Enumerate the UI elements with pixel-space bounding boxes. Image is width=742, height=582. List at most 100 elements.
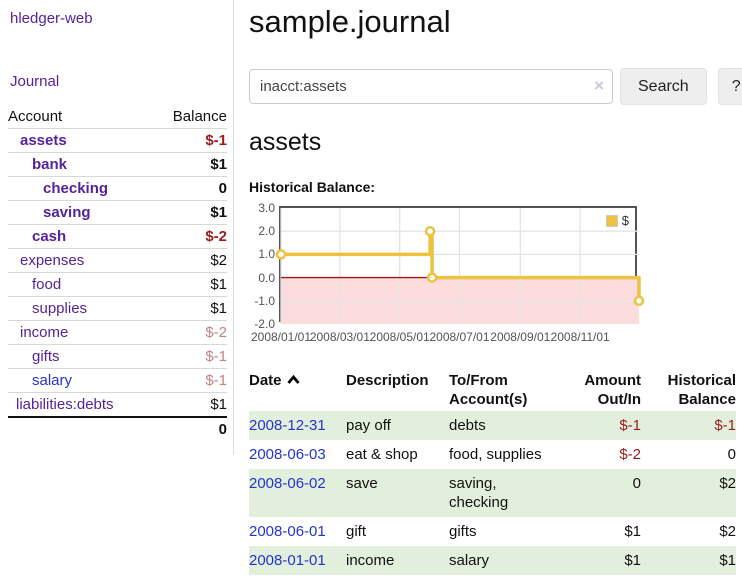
account-row-cash: cash $-2 bbox=[8, 224, 227, 249]
account-balance: 0 bbox=[218, 180, 227, 197]
transaction-date-link[interactable]: 2008-06-01 bbox=[249, 523, 326, 540]
register-header-balance-line1: Historical bbox=[667, 372, 736, 389]
balance-chart: 3.0 2.0 1.0 0.0 -1.0 -2.0 $ 2008/01/01 2008/03… bbox=[249, 202, 742, 350]
transaction-accounts: debts bbox=[449, 417, 486, 434]
search-button[interactable]: Search bbox=[620, 68, 707, 105]
account-link-bank[interactable]: bank bbox=[32, 156, 68, 173]
chart-legend: $ bbox=[603, 212, 631, 229]
y-tick-label: -1.0 bbox=[254, 293, 275, 308]
account-link-saving[interactable]: saving bbox=[43, 204, 91, 221]
register-header-row: Date Description To/From Account(s) Amou… bbox=[249, 369, 736, 411]
accounts-total-row: 0 bbox=[8, 417, 227, 441]
account-row-expenses: expenses $2 bbox=[8, 248, 227, 273]
account-row-bank: bank $1 bbox=[8, 152, 227, 177]
account-row-supplies: supplies $1 bbox=[8, 296, 227, 321]
transaction-description: save bbox=[346, 475, 378, 492]
transaction-balance: $2 bbox=[719, 523, 736, 540]
account-balance: $-1 bbox=[205, 132, 227, 149]
y-tick-label: 3.0 bbox=[258, 201, 275, 215]
register-header-accounts-line2: Account(s) bbox=[449, 391, 528, 408]
account-link-assets[interactable]: assets bbox=[20, 132, 67, 149]
account-link-salary[interactable]: salary bbox=[32, 372, 73, 389]
transaction-row: 2008-06-01 gift gifts $1 $2 bbox=[249, 517, 736, 546]
transaction-amount: $-1 bbox=[619, 417, 641, 434]
x-tick-label: 2008/07/01 bbox=[429, 330, 490, 344]
transaction-date-link[interactable]: 2008-12-31 bbox=[249, 417, 326, 434]
y-tick-label: 2.0 bbox=[258, 224, 275, 239]
account-link-gifts[interactable]: gifts bbox=[32, 348, 60, 365]
transaction-accounts: food, supplies bbox=[449, 446, 542, 463]
account-link-expenses[interactable]: expenses bbox=[20, 252, 85, 269]
transaction-date-link[interactable]: 2008-06-02 bbox=[249, 475, 326, 492]
account-heading: assets bbox=[249, 128, 322, 156]
y-tick-label: 0.0 bbox=[258, 270, 275, 285]
account-balance: $1 bbox=[210, 204, 227, 221]
register-header-date-label: Date bbox=[249, 372, 282, 389]
x-tick-label: 2008/01/01 bbox=[250, 330, 312, 344]
register-table: Date Description To/From Account(s) Amou… bbox=[249, 369, 736, 575]
account-row-checking: checking 0 bbox=[8, 176, 227, 201]
search-input[interactable] bbox=[249, 69, 613, 104]
account-balance: $2 bbox=[210, 252, 227, 269]
y-tick-label: 1.0 bbox=[258, 247, 275, 262]
app-title-link[interactable]: hledger-web bbox=[10, 10, 93, 27]
account-balance: $1 bbox=[210, 276, 227, 293]
transaction-row: 2008-06-03 eat & shop food, supplies $-2… bbox=[249, 440, 736, 469]
transaction-date-link[interactable]: 2008-06-03 bbox=[249, 446, 326, 463]
chart-series bbox=[275, 208, 645, 324]
chart-plot-area: $ bbox=[275, 206, 645, 324]
transaction-row: 2008-12-31 pay off debts $-1 $-1 bbox=[249, 411, 736, 440]
accounts-table: Account Balance assets $-1 bank $1 check… bbox=[8, 105, 227, 441]
account-balance: $-1 bbox=[205, 348, 227, 365]
transaction-date-link[interactable]: 2008-01-01 bbox=[249, 552, 326, 569]
transaction-balance: $1 bbox=[719, 552, 736, 569]
search-row: × Search ? bbox=[249, 68, 742, 105]
y-tick-label: -2.0 bbox=[254, 317, 275, 331]
account-balance: $-2 bbox=[205, 228, 227, 245]
x-tick-label: 2008/11/01 bbox=[550, 330, 610, 344]
clear-search-icon[interactable]: × bbox=[594, 76, 604, 95]
register-header-description[interactable]: Description bbox=[346, 372, 429, 389]
account-link-checking[interactable]: checking bbox=[43, 180, 109, 197]
account-link-liabilities-debts[interactable]: liabilities:debts bbox=[16, 396, 114, 413]
x-tick-label: 2008/05/01 bbox=[369, 330, 430, 344]
transaction-row: 2008-06-02 save saving, checking 0 $2 bbox=[249, 469, 736, 517]
transaction-amount: 0 bbox=[632, 475, 641, 492]
accounts-header-balance: Balance bbox=[172, 108, 227, 125]
account-row-income: income $-2 bbox=[8, 320, 227, 345]
account-link-supplies[interactable]: supplies bbox=[32, 300, 88, 317]
account-balance: $1 bbox=[210, 396, 227, 413]
transaction-description: eat & shop bbox=[346, 446, 418, 463]
transaction-accounts: salary bbox=[449, 552, 490, 569]
register-header-date[interactable]: Date bbox=[249, 369, 346, 411]
x-tick-label: 2008/09/01 bbox=[490, 330, 551, 344]
sidebar: hledger-web Journal Account Balance asse… bbox=[0, 0, 234, 455]
x-tick-label: 2008/03/01 bbox=[309, 330, 370, 344]
transaction-balance: $2 bbox=[719, 475, 736, 492]
help-button[interactable]: ? bbox=[717, 68, 742, 105]
register-header-amount[interactable]: Amount Out/In bbox=[557, 369, 641, 411]
chart-title: Historical Balance: bbox=[249, 179, 376, 195]
legend-swatch-icon bbox=[605, 214, 618, 227]
account-link-food[interactable]: food bbox=[32, 276, 62, 293]
accounts-header-account: Account bbox=[8, 108, 63, 125]
register-header-balance[interactable]: Historical Balance bbox=[641, 369, 736, 411]
transaction-accounts: gifts bbox=[449, 523, 477, 540]
sort-ascending-icon bbox=[286, 374, 300, 384]
account-row-food: food $1 bbox=[8, 272, 227, 297]
sidebar-item-journal[interactable]: Journal bbox=[10, 73, 60, 90]
account-balance: $1 bbox=[210, 300, 227, 317]
chart-y-axis: 3.0 2.0 1.0 0.0 -1.0 -2.0 bbox=[249, 202, 275, 330]
account-row-salary: salary $-1 bbox=[8, 368, 227, 393]
account-link-cash[interactable]: cash bbox=[32, 228, 67, 245]
accounts-total-value: 0 bbox=[218, 421, 227, 438]
account-balance: $-1 bbox=[205, 372, 227, 389]
register-header-accounts[interactable]: To/From Account(s) bbox=[449, 369, 557, 411]
transaction-amount: $1 bbox=[624, 523, 641, 540]
account-row-saving: saving $1 bbox=[8, 200, 227, 225]
account-balance: $1 bbox=[210, 156, 227, 173]
transaction-balance: 0 bbox=[727, 446, 736, 463]
account-link-income[interactable]: income bbox=[20, 324, 69, 341]
transaction-description: gift bbox=[346, 523, 367, 540]
transaction-description: pay off bbox=[346, 417, 391, 434]
